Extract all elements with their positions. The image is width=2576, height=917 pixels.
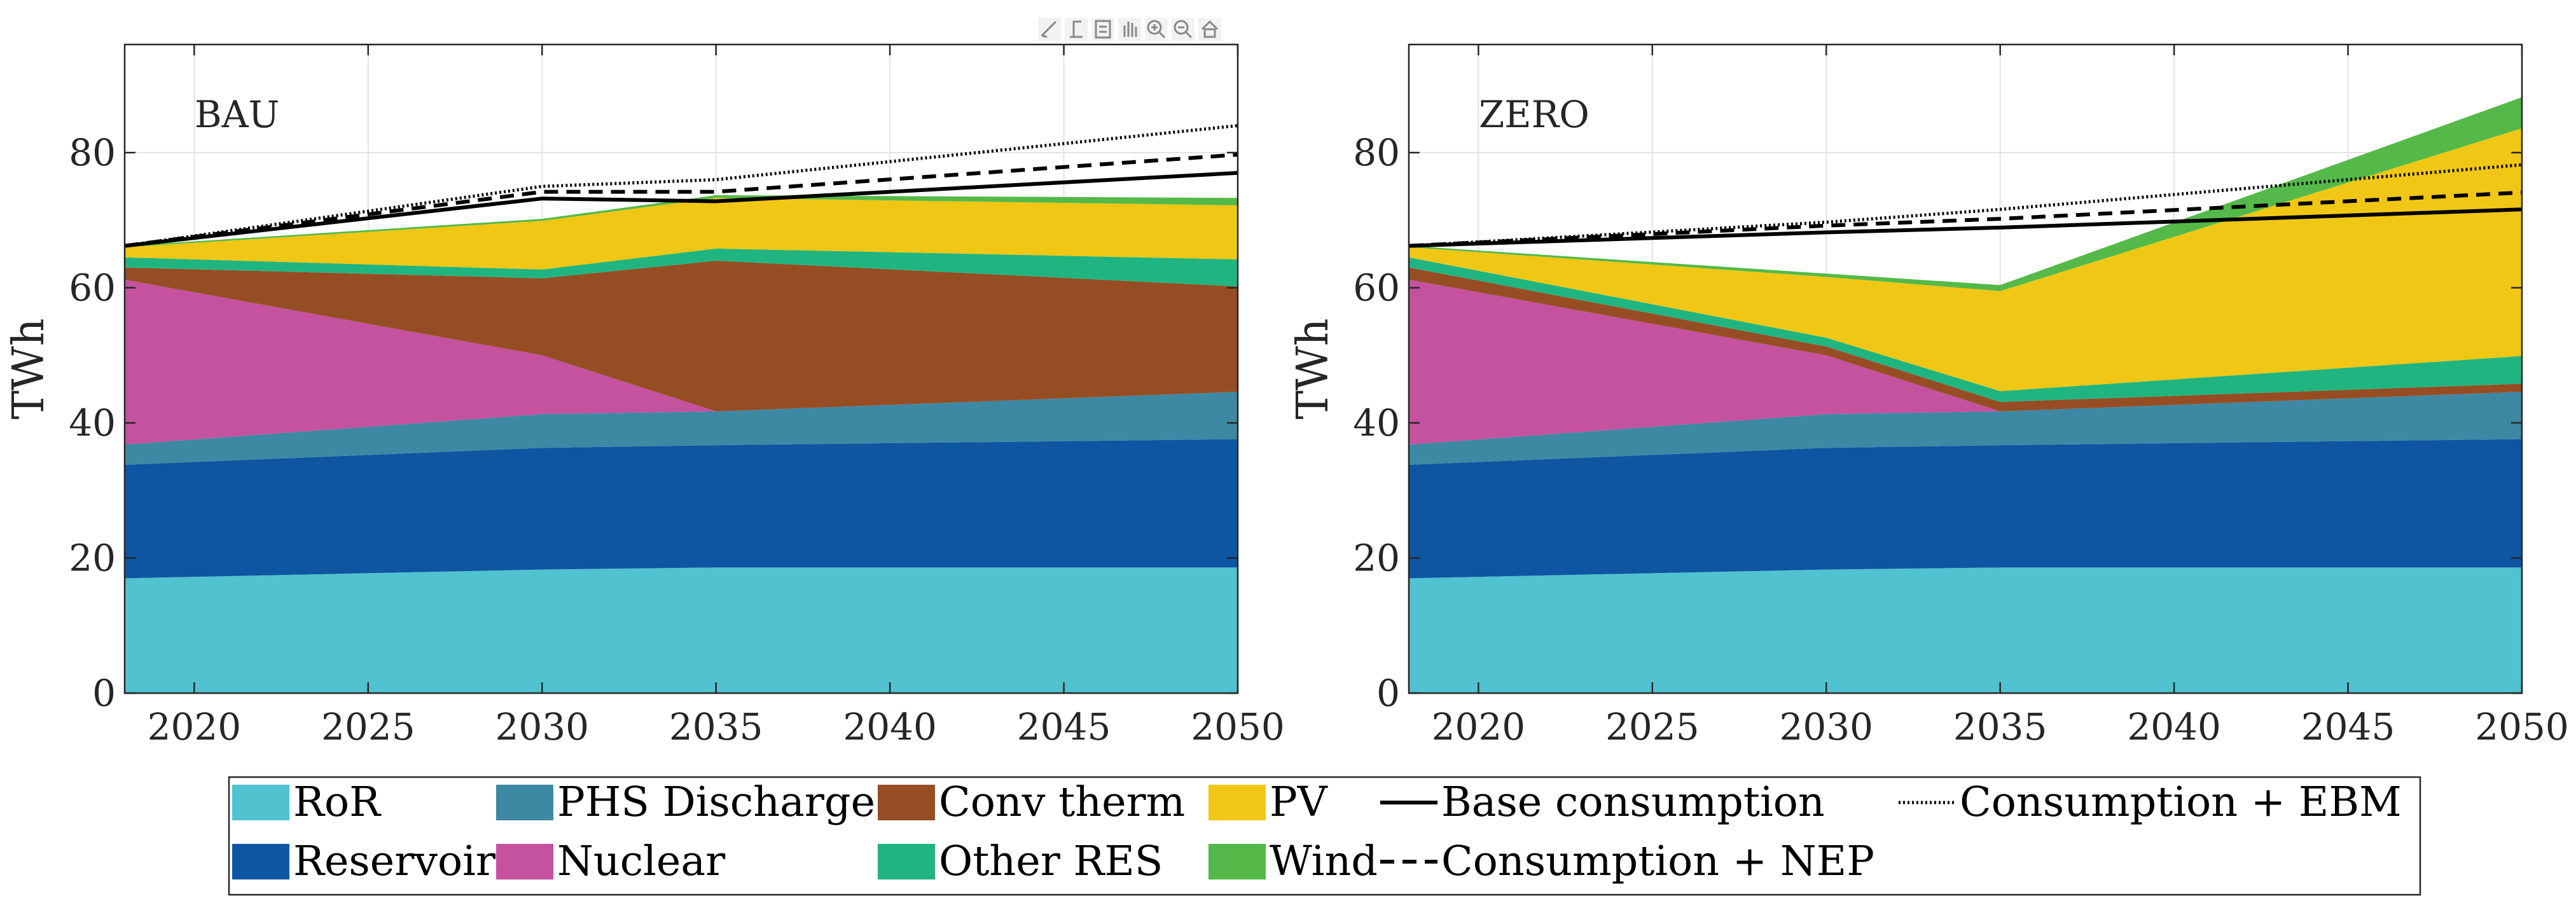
panel-label: ZERO [1479,93,1589,136]
legend-swatch [496,844,553,879]
area-ror [1409,567,2522,693]
y-tick-label: 40 [69,401,116,445]
chart-panel-zero: 2020 2025 2030 2035 2040 2045 2050020406080TWh… [1288,43,2569,748]
x-tick-label: 2025 [1605,705,1700,748]
legend-swatch [1208,785,1266,820]
legend-label: PV [1270,778,1328,826]
x-tick-label: 2020 [148,705,242,748]
line-base-consumption [124,170,1238,248]
line-consumption-ebm [124,124,1238,248]
legend-item-conv-therm: Conv therm [878,778,1185,826]
legend-swatch [878,785,935,820]
legend-label: Consumption + NEP [1441,838,1874,885]
legend-label: Nuclear [557,838,726,885]
legend-item-phs-discharge: PHS Discharge [496,778,875,826]
axes-box [123,43,1239,694]
x-tick-label: 2035 [669,705,763,748]
legend-item-reservoir: Reservoir [232,838,496,885]
legend-label: Conv therm [939,778,1185,826]
brush-icon[interactable] [1038,18,1061,41]
legend-swatch [1208,844,1266,879]
area-other-res [125,248,1238,287]
area-nuclear [1409,279,2522,445]
y-axis-label: TWh [1288,318,1338,419]
area-pv [1409,128,2522,392]
legend-label: Wind [1270,838,1378,885]
y-axis-label: TWh [4,318,54,419]
y-tick-label: 20 [1353,537,1400,580]
legend-label: Base consumption [1441,778,1825,826]
chart-panel-bau: 2020 2025 2030 2035 2040 2045 2050020406080TWh… [4,43,1285,748]
y-tick-label: 0 [92,672,116,715]
x-tick-label: 2020 [1432,705,1526,748]
line-base-consumption [1408,207,2523,248]
line-consumption-nep [1408,190,2523,248]
legend: RoR PHS Discharge Conv therm PV Base consump… [228,776,2421,896]
pan-icon[interactable] [1118,18,1141,41]
y-tick-label: 60 [1353,266,1400,310]
home-icon[interactable] [1198,18,1221,41]
zoom-out-icon[interactable] [1172,18,1195,41]
legend-item-wind: Wind [1208,838,1378,885]
legend-item-consumption-nep: Consumption + NEP [1380,838,1874,885]
area-wind [1409,97,2522,291]
area-conv-therm [125,261,1238,411]
x-tick-label: 2040 [843,705,937,748]
legend-box [228,776,2421,896]
y-tick-label: 40 [1353,401,1400,445]
line-consumption-nep [124,153,1238,248]
legend-swatch [232,785,289,820]
area-other-res [1409,257,2522,403]
legend-item-base-consumption: Base consumption [1380,778,1825,826]
y-tick-label: 60 [69,266,116,310]
legend-swatch [878,844,935,879]
legend-label: Reservoir [293,838,496,885]
legend-item-ror: RoR [232,778,382,826]
legend-label: Other RES [939,838,1163,885]
area-reservoir [125,439,1238,579]
x-tick-label: 2035 [1953,705,2047,748]
area-ror [125,567,1238,693]
y-tick-label: 0 [1376,672,1400,715]
x-tick-label: 2050 [1191,705,1285,748]
legend-label: PHS Discharge [557,778,875,826]
area-reservoir [1409,439,2522,579]
legend-item-nuclear: Nuclear [496,838,726,885]
legend-label: RoR [293,778,382,826]
area-phs-discharge [1409,392,2522,465]
y-tick-label: 80 [1353,131,1400,174]
y-tick-label: 20 [69,537,116,580]
x-tick-label: 2030 [495,705,589,748]
x-tick-label: 2045 [1017,705,1111,748]
area-pv [125,198,1238,270]
legend-item-consumption-ebm: Consumption + EBM [1899,778,2402,826]
y-tick-label: 80 [69,131,116,174]
legend-icon[interactable] [1091,18,1114,41]
zoom-in-icon[interactable] [1145,18,1168,41]
area-nuclear [125,279,1238,445]
legend-label: Consumption + EBM [1960,778,2402,826]
legend-swatch [232,844,289,879]
legend-item-other-res: Other RES [878,838,1163,885]
legend-item-pv: PV [1208,778,1328,826]
x-tick-label: 2030 [1779,705,1873,748]
panel-label: BAU [195,93,279,136]
x-tick-label: 2040 [2127,705,2221,748]
x-tick-label: 2045 [2301,705,2395,748]
x-tick-label: 2050 [2475,705,2569,748]
x-tick-label: 2025 [321,705,415,748]
axes-toolbar[interactable] [1038,18,1221,41]
legend-swatch [496,785,553,820]
data-tip-icon[interactable] [1065,18,1088,41]
area-wind [125,195,1238,247]
area-phs-discharge [125,392,1238,465]
axes-box [1408,43,2523,694]
